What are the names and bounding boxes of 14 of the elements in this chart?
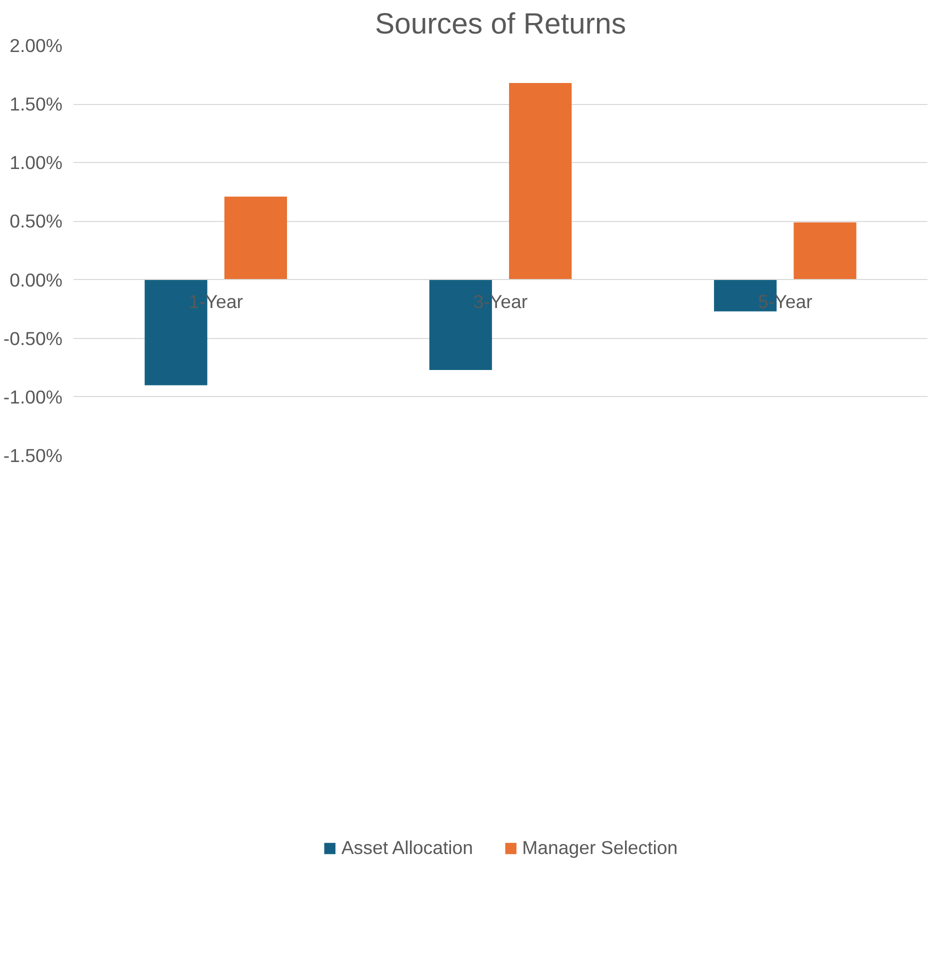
chart-title: Sources of Returns (374, 8, 626, 40)
bar (794, 222, 856, 280)
y-tick-label: 1.50% (10, 94, 63, 115)
y-tick-label: 2.00% (10, 35, 63, 56)
y-tick-label: -1.50% (3, 445, 63, 466)
y-tick-label: -0.50% (3, 328, 63, 349)
legend-label: Manager Selection (522, 837, 678, 860)
bar (224, 196, 287, 280)
y-tick-label: 0.00% (10, 269, 63, 290)
legend-label: Asset Allocation (341, 837, 474, 860)
y-tick-label: 0.50% (10, 210, 63, 232)
y-tick-label: -1.00% (3, 386, 63, 408)
y-tick-label: 1.00% (10, 152, 63, 174)
bar (509, 82, 572, 280)
